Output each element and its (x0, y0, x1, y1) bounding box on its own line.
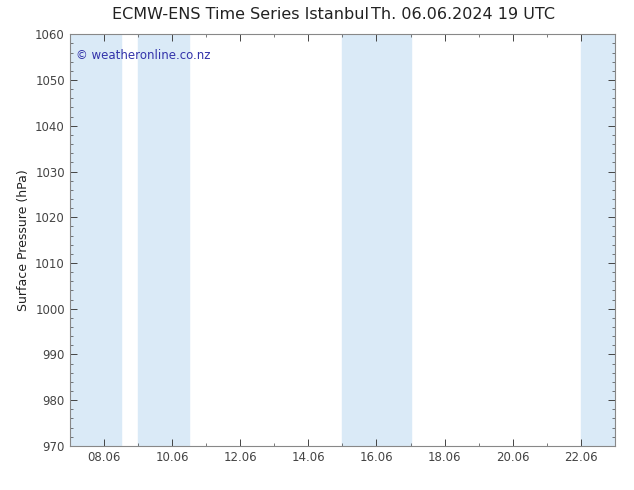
Bar (138, 34, 189, 446)
Bar (70, 34, 121, 446)
Text: © weatheronline.co.nz: © weatheronline.co.nz (76, 49, 210, 62)
Text: ECMW-ENS Time Series Istanbul: ECMW-ENS Time Series Istanbul (112, 7, 370, 23)
Y-axis label: Surface Pressure (hPa): Surface Pressure (hPa) (16, 169, 30, 311)
Bar (377, 34, 411, 446)
Bar (342, 34, 377, 446)
Bar (581, 34, 615, 446)
Text: Th. 06.06.2024 19 UTC: Th. 06.06.2024 19 UTC (371, 7, 555, 23)
